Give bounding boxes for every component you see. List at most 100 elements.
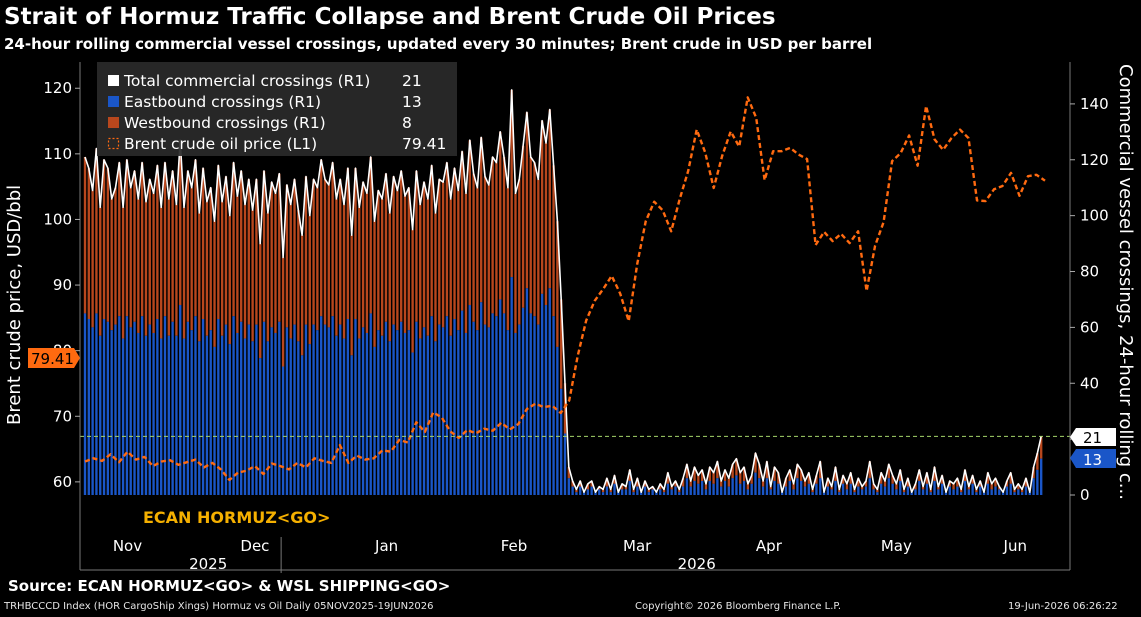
eastbound-bar [499,299,502,495]
eastbound-bar [373,346,376,495]
eastbound-bar [449,335,452,495]
westbound-bar [979,481,982,487]
westbound-bar [834,467,837,482]
eastbound-bar [777,483,780,495]
westbound-bar [788,469,791,482]
eastbound-bar [742,481,746,495]
eastbound-bar [422,327,426,495]
bars-layer [83,89,1043,495]
westbound-bar [247,179,250,325]
eastbound-bar [857,486,860,495]
eastbound-bar [316,330,319,495]
eastbound-bar [601,492,605,495]
eastbound-bar [1013,492,1016,495]
legend-swatch-westbound [108,117,119,128]
westbound-bar [880,472,883,484]
eastbound-bar [148,324,151,495]
eastbound-bar [118,316,121,495]
eastbound-bar [556,346,559,495]
eastbound-bar [278,321,281,495]
eastbound-bar [293,324,296,495]
eastbound-bar [1032,478,1035,495]
westbound-bar [1024,478,1028,487]
legend: Total commercial crossings (R1) 21 Eastb… [97,62,457,156]
westbound-bar [297,210,300,342]
westbound-bar [285,184,289,328]
eastbound-bar [754,472,757,495]
eastbound-bar [217,319,220,495]
eastbound-bar [1017,489,1020,495]
westbound-bar [316,187,319,331]
last-value-tag-eastbound-text: 13 [1083,451,1102,469]
westbound-bar [906,478,910,487]
eastbound-bar [956,486,959,495]
westbound-bar [712,472,715,484]
eastbound-bar [441,327,445,495]
westbound-bar [609,489,612,493]
westbound-bar [975,489,978,493]
eastbound-bar [929,492,932,495]
x-month-label: Feb [501,537,528,555]
westbound-bar [678,489,681,493]
eastbound-bar [426,335,430,495]
chart-subtitle: 24-hour rolling commercial vessel crossi… [4,35,873,53]
westbound-bar [380,198,384,336]
westbound-bar [1020,489,1024,493]
westbound-bar [758,464,761,479]
eastbound-bar [171,321,174,495]
eastbound-bar [236,332,239,495]
eastbound-bar [990,489,993,495]
westbound-bar [914,483,917,490]
westbound-bar [293,179,296,325]
eastbound-bar [259,358,262,495]
westbound-bar [899,469,902,482]
westbound-bar [601,489,605,493]
westbound-bar [323,179,327,325]
westbound-bar [716,461,719,479]
westbound-bar [361,182,365,328]
eastbound-bar [765,478,769,495]
westbound-bar [887,464,890,479]
westbound-bar [83,156,87,314]
source-note: Source: ECAN HORMUZ<GO> & WSL SHIPPING<G… [8,577,451,595]
eastbound-bar [95,313,98,495]
westbound-bar [346,168,350,320]
eastbound-bar [750,483,753,495]
westbound-bar [140,162,144,317]
eastbound-bar [723,481,727,495]
eastbound-bar [240,321,243,495]
westbound-bar [224,176,228,325]
westbound-bar [994,478,997,487]
eastbound-bar [925,483,929,495]
eastbound-bar [811,492,814,495]
eastbound-bar [681,486,685,495]
y-left-tick-label: 90 [53,276,72,294]
westbound-bar [453,168,456,320]
eastbound-bar [632,492,635,495]
westbound-bar [556,221,559,347]
x-month-label: Apr [756,537,783,555]
eastbound-bar [156,319,159,495]
eastbound-bar [727,486,730,495]
eastbound-bar [628,481,631,495]
eastbound-bar [773,481,776,495]
eastbound-bar [361,327,365,495]
eastbound-bar [1036,469,1039,495]
y-axis-label-right: Commercial vessel crossings, 24-hour rol… [1115,64,1136,500]
eastbound-bar [1028,492,1031,495]
eastbound-bar [323,324,327,495]
eastbound-bar [468,305,471,495]
eastbound-bar [502,313,506,495]
eastbound-bar [678,492,681,495]
westbound-bar [335,198,338,336]
y-right-tick-label: 100 [1080,207,1109,225]
westbound-bar [971,475,974,484]
westbound-bar [662,489,666,493]
axes-layer: 60708090100110120020406080100120140NovDe… [43,62,1109,573]
eastbound-bar [190,330,193,495]
westbound-bar [457,190,460,331]
eastbound-bar [365,332,369,495]
eastbound-bar [853,492,856,495]
eastbound-bar [358,338,361,495]
westbound-bar [674,481,677,487]
